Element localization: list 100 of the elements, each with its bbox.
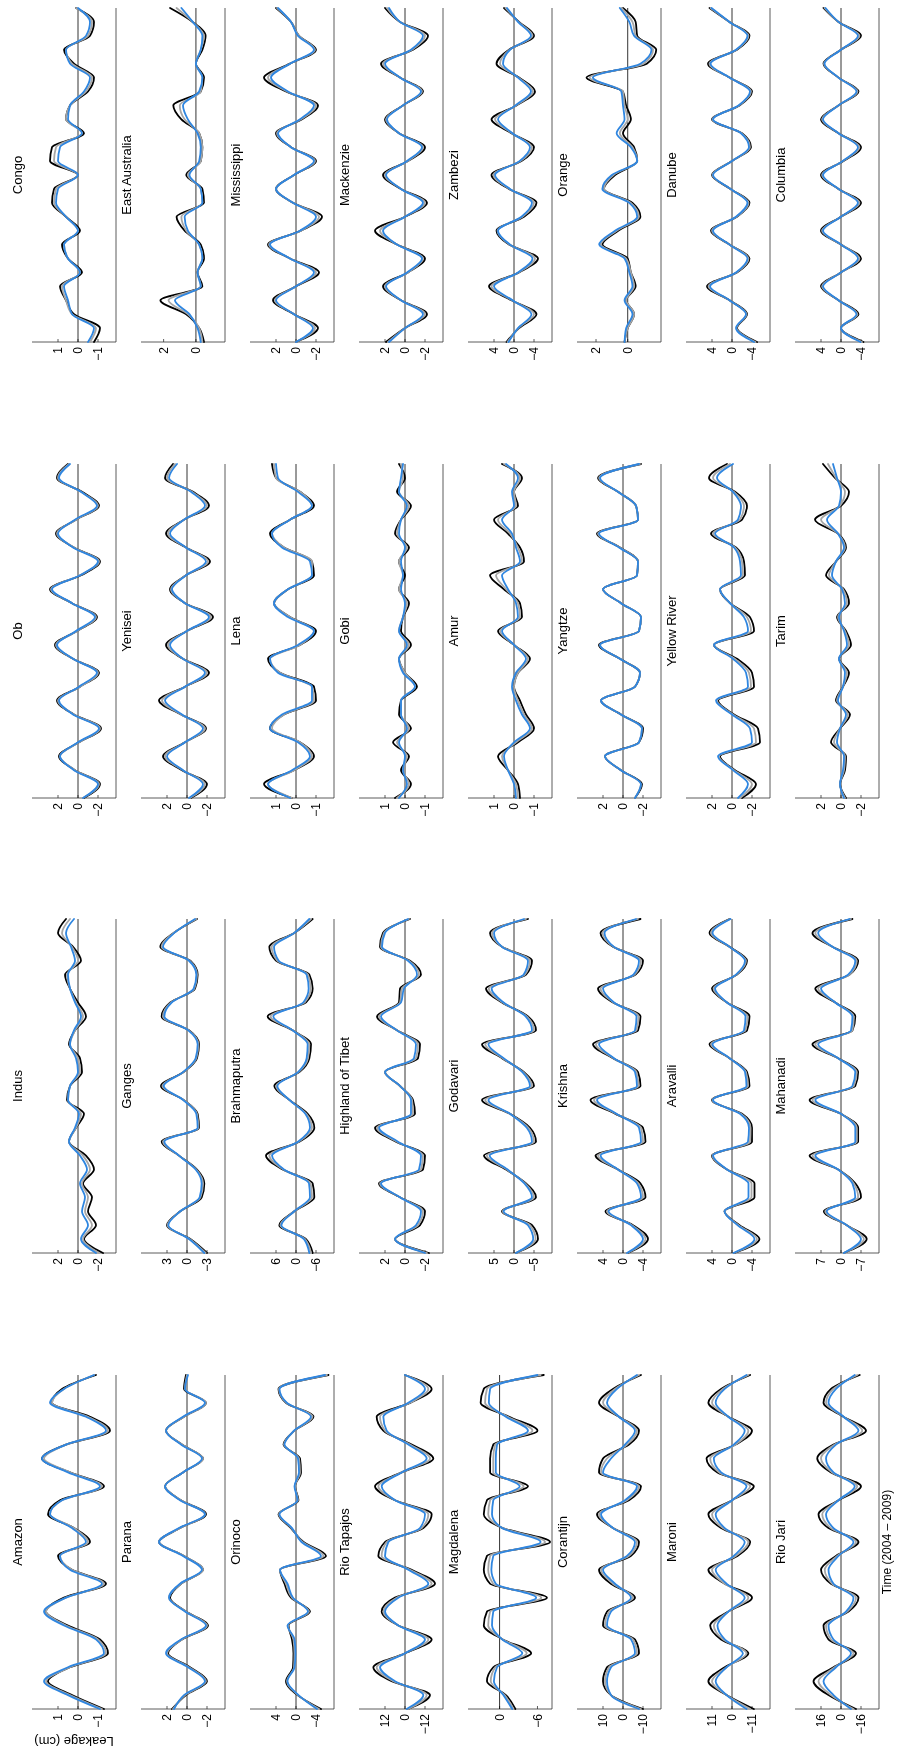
x-tick-label: 0 [620,346,635,354]
x-tick-label: 0 [189,346,204,354]
x-tick-label: −2 [418,1257,433,1272]
x-axis-title: Leakage (cm) [34,1734,114,1750]
text: Mahanadi [773,1057,788,1115]
x-tick-label: −2 [200,1713,215,1728]
x-tick-label: 0 [289,346,304,354]
x-tick-label: 0 [507,1257,522,1265]
text: Amur [446,614,461,647]
x-tick-label: 0 [180,1257,195,1265]
x-tick-label: 0 [725,802,740,810]
x-tick-label: −1 [418,802,433,817]
x-tick-label: 2 [160,1713,175,1721]
x-tick-label: −6 [530,1713,545,1728]
x-tick-label: −10 [636,1713,651,1735]
x-tick-label: 0 [289,802,304,810]
x-tick-label: 4 [487,346,502,354]
x-tick-label: 6 [269,1257,284,1265]
text: Lena [228,615,243,646]
text: Tarim [773,615,788,647]
x-tick-label: 1 [51,1713,66,1721]
x-tick-label: 1 [51,346,66,354]
text: Magdalena [446,1509,461,1575]
x-tick-label: 0 [289,1257,304,1265]
text: Brahmaputra [228,1047,243,1124]
x-tick-label: 0 [616,802,631,810]
text: Rio Tapajos [337,1507,352,1576]
x-tick-label: −2 [200,802,215,817]
x-tick-label: 4 [269,1713,284,1721]
x-tick-label: 0 [71,346,86,354]
x-tick-label: −7 [854,1257,869,1272]
x-tick-label: −1 [309,802,324,817]
text: Godavari [446,1059,461,1113]
x-tick-label: 0 [180,802,195,810]
x-tick-label: 2 [51,802,66,810]
text: Columbia [773,146,788,203]
x-tick-label: 2 [156,346,171,354]
x-tick-label: 2 [160,802,175,810]
text: Yellow River [664,594,679,667]
text: Krishna [555,1063,570,1109]
x-tick-label: 0 [492,1713,507,1721]
x-tick-label: 4 [596,1257,611,1265]
text: Yenisei [119,610,134,652]
x-tick-label: −2 [91,1257,106,1272]
text: Danube [664,152,679,198]
text: Rio Jari [773,1519,788,1565]
x-tick-label: −2 [745,802,760,817]
x-tick-label: 16 [814,1713,829,1728]
text: Highland of Tibet [337,1036,352,1135]
x-tick-label: 0 [398,802,413,810]
x-tick-label: −1 [91,1713,106,1728]
x-tick-label: 2 [378,346,393,354]
x-tick-label: 2 [51,1257,66,1265]
text: Amazon [10,1518,25,1566]
x-tick-label: 0 [834,1713,849,1721]
x-tick-label: −4 [854,346,869,361]
text: Mackenzie [337,143,352,207]
x-tick-label: 4 [705,346,720,354]
x-tick-label: −4 [745,1257,760,1272]
x-tick-label: 0 [180,1713,195,1721]
x-tick-label: −2 [636,802,651,817]
x-tick-label: −3 [200,1257,215,1272]
x-tick-label: 2 [814,802,829,810]
text: Congo [10,155,25,195]
text: Yangtze [555,607,570,655]
x-tick-label: −2 [418,346,433,361]
x-tick-label: −4 [745,346,760,361]
text: Orinoco [228,1519,243,1565]
x-tick-label: 1 [487,802,502,810]
text: Mississippi [228,143,243,207]
x-tick-label: 5 [487,1257,502,1265]
x-tick-label: 0 [616,1713,631,1721]
x-tick-label: 0 [398,1257,413,1265]
x-tick-label: −16 [854,1713,869,1735]
text: Indus [10,1069,25,1102]
text: Maroni [664,1522,679,1562]
x-tick-label: 0 [725,1257,740,1265]
x-tick-label: 1 [378,802,393,810]
x-tick-label: 2 [596,802,611,810]
x-tick-label: 0 [725,1713,740,1721]
x-tick-label: 0 [834,1257,849,1265]
x-tick-label: −4 [527,346,542,361]
x-tick-label: 2 [705,802,720,810]
text: Ganges [119,1062,134,1109]
x-tick-label: −6 [309,1257,324,1272]
x-tick-label: −2 [91,802,106,817]
x-tick-label: 3 [160,1257,175,1265]
x-tick-label: −11 [745,1713,760,1734]
text: Parana [119,1520,134,1563]
text: Orange [555,153,570,197]
x-tick-label: 0 [71,1257,86,1265]
x-tick-label: 0 [616,1257,631,1265]
x-tick-label: 2 [378,1257,393,1265]
x-tick-label: −2 [854,802,869,817]
text: East Australia [119,134,134,215]
x-tick-label: 0 [398,1713,413,1721]
x-tick-label: 7 [814,1257,829,1265]
text: Zambezi [446,149,461,200]
text: Ob [10,622,25,640]
x-tick-label: 0 [507,802,522,810]
